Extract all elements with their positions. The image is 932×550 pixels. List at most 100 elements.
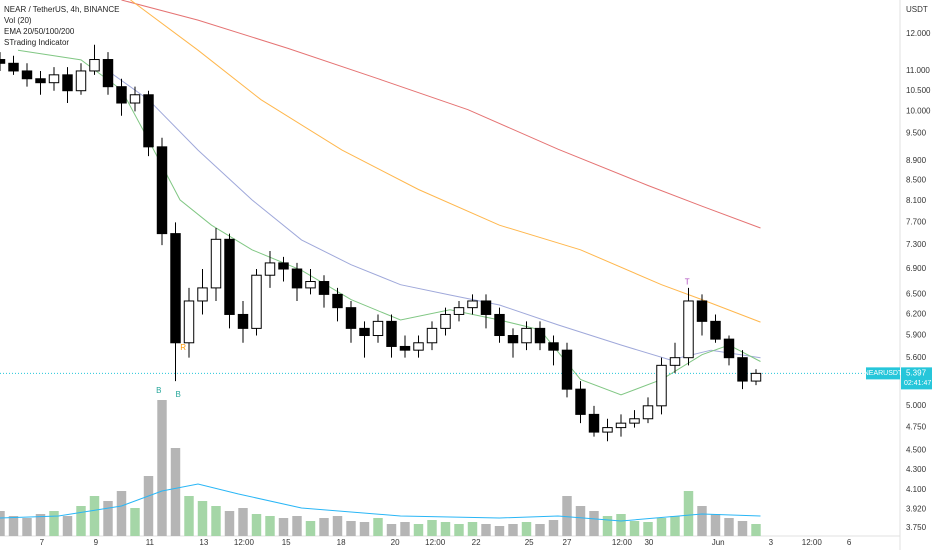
- indicator-label: EMA 20/50/100/200: [4, 27, 75, 36]
- candle-body: [8, 62, 19, 72]
- volume-bar: [49, 511, 59, 536]
- x-tick-label: 12:00: [802, 538, 823, 547]
- countdown-label: 02:41:47: [904, 380, 931, 387]
- volume-bar: [359, 522, 370, 536]
- y-tick-label: 6.900: [906, 264, 927, 273]
- candle-body: [710, 320, 721, 340]
- volume-bar: [346, 521, 356, 536]
- y-tick-label: 10.000: [906, 107, 931, 116]
- candle-body: [467, 300, 478, 309]
- volume-bar: [0, 511, 5, 536]
- y-tick-label: 3.920: [906, 504, 927, 513]
- volume-bar: [184, 496, 194, 536]
- candle-body: [116, 86, 127, 104]
- candle-body: [278, 262, 289, 270]
- x-tick-label: 12:00: [234, 538, 255, 547]
- volume-bar: [535, 524, 545, 536]
- candle-body: [183, 300, 195, 344]
- volume-bar: [130, 508, 140, 536]
- volume-bar: [521, 522, 532, 536]
- volume-bar: [305, 521, 316, 536]
- candle-body: [413, 342, 424, 351]
- y-tick-label: 7.300: [906, 240, 927, 249]
- y-tick-label: 3.750: [906, 523, 927, 532]
- candle-body: [21, 70, 33, 80]
- x-tick-label: 18: [337, 538, 346, 547]
- volume-bar: [697, 506, 707, 536]
- candle-body: [494, 313, 505, 337]
- signal-label: T: [685, 277, 690, 286]
- volume-bar: [656, 518, 667, 536]
- volume-bar: [454, 524, 464, 536]
- volume-bar: [62, 516, 73, 536]
- volume-bar: [751, 524, 761, 536]
- volume-bar: [238, 508, 248, 536]
- x-tick-label: Jun: [712, 538, 725, 547]
- volume-bar: [89, 496, 100, 536]
- x-tick-label: 11: [146, 538, 155, 547]
- candle-body: [359, 327, 370, 337]
- volume-bar: [467, 522, 478, 536]
- x-tick-label: 9: [94, 538, 99, 547]
- volume-bar: [562, 496, 572, 536]
- candle-body: [615, 422, 627, 429]
- x-tick-label: 6: [847, 538, 852, 547]
- volume-bar: [224, 511, 235, 536]
- candle-body: [89, 59, 100, 72]
- volume-bar: [710, 514, 721, 536]
- volume-bar: [373, 518, 383, 536]
- candle-body: [291, 268, 303, 289]
- y-tick-label: 4.500: [906, 446, 927, 455]
- candle-body: [440, 313, 451, 329]
- volume-bar: [575, 506, 586, 536]
- volume-bar: [548, 520, 559, 536]
- volume-bar: [332, 516, 343, 536]
- candle-body: [561, 349, 573, 390]
- candle-body: [453, 307, 465, 315]
- candle-body: [399, 345, 411, 351]
- candle-body: [602, 427, 613, 433]
- indicator-label: Vol (20): [4, 16, 32, 25]
- candle-body: [548, 342, 559, 351]
- volume-bar: [494, 526, 505, 536]
- ema-line: [130, 0, 761, 323]
- y-tick-label: 8.900: [906, 156, 927, 165]
- candle-body: [129, 94, 141, 104]
- volume-bar: [602, 516, 613, 536]
- y-tick-label: 9.500: [906, 128, 927, 137]
- candle-body: [156, 146, 168, 235]
- candle-body: [210, 238, 222, 289]
- candle-body: [426, 327, 438, 344]
- price-tag: [901, 367, 932, 390]
- last-price-label: 5.397: [906, 368, 927, 377]
- x-tick-label: 13: [199, 538, 208, 547]
- candle-body: [575, 388, 586, 415]
- candle-body: [723, 338, 735, 359]
- ema-line: [107, 70, 761, 361]
- x-tick-label: 3: [769, 538, 774, 547]
- y-tick-label: 7.700: [906, 218, 927, 227]
- volume-bar: [508, 524, 518, 536]
- volume-bar: [629, 521, 640, 536]
- volume-bar: [103, 501, 113, 536]
- candle-body: [305, 281, 316, 289]
- volume-bar: [683, 491, 694, 536]
- volume-bar: [35, 514, 46, 536]
- y-tick-label: 6.200: [906, 310, 927, 319]
- volume-bar: [643, 522, 653, 536]
- signal-label: B: [176, 390, 181, 399]
- volume-bar: [265, 516, 275, 536]
- candle-body: [372, 320, 384, 337]
- indicator-label: STrading Indicator: [4, 38, 69, 47]
- x-tick-label: 27: [563, 538, 572, 547]
- candle-body: [35, 78, 46, 84]
- x-tick-label: 30: [644, 538, 653, 547]
- volume-bar: [440, 522, 451, 536]
- y-tick-label: 8.500: [906, 176, 927, 185]
- signal-label: B: [156, 386, 161, 395]
- symbol-tag: [866, 367, 900, 380]
- ema-line: [121, 0, 761, 229]
- y-tick-label: 8.100: [906, 196, 927, 205]
- volume-bar: [116, 491, 127, 536]
